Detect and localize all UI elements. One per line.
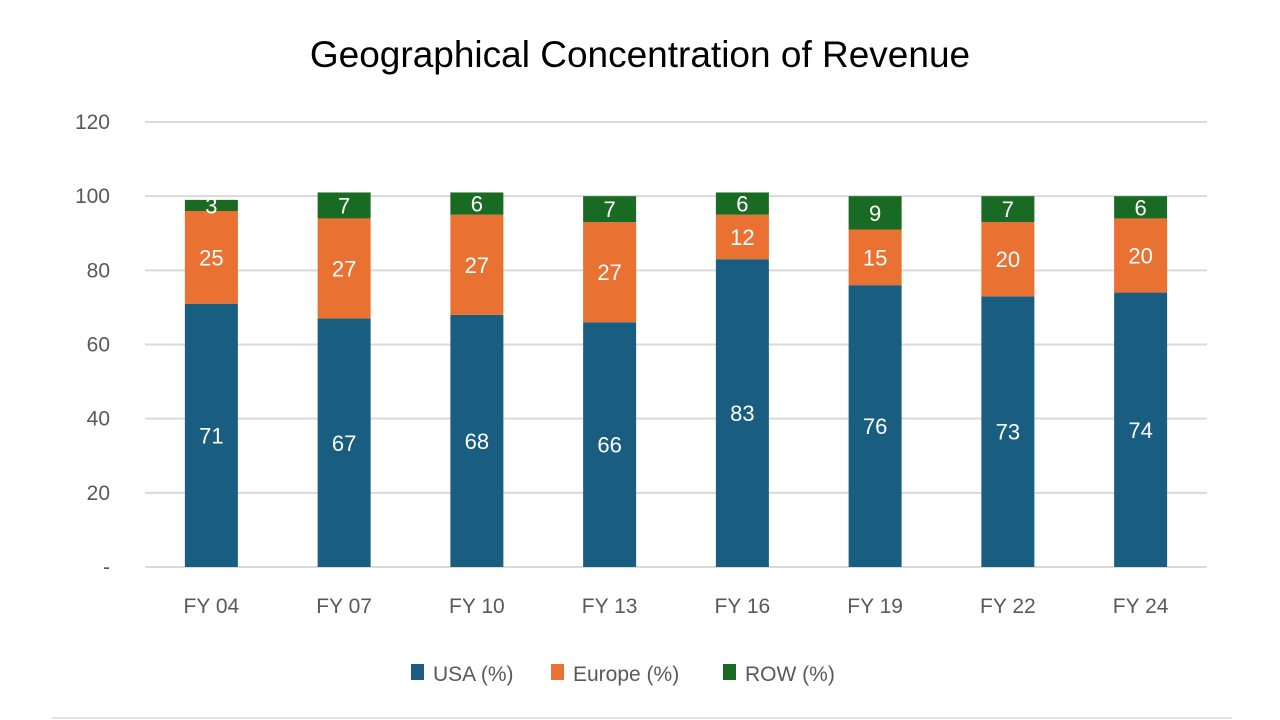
bar-segment [848,196,902,230]
y-tick-label: 20 [87,482,110,505]
data-label: 74 [1128,418,1152,443]
data-label: 73 [996,420,1020,445]
bar-segment [715,214,769,260]
x-tick-label: FY 22 [980,595,1036,618]
bar-segment [715,259,769,567]
data-label: 27 [597,260,621,285]
y-tick-label: 60 [87,334,110,357]
data-label: 71 [199,423,223,448]
data-label: 12 [730,225,754,250]
data-label: 6 [471,192,483,217]
data-label: 66 [597,433,621,458]
data-label: 83 [730,401,754,426]
bar-segment [1114,196,1168,219]
data-label: 20 [996,247,1020,272]
bar-segment [450,214,504,315]
legend-label: USA (%) [433,663,514,686]
legend-swatch [723,664,736,680]
data-label: 20 [1128,244,1152,269]
bar-segment [317,192,371,219]
data-label: 27 [465,253,489,278]
x-tick-label: FY 19 [847,595,903,618]
x-tick-label: FY 04 [184,595,240,618]
bar-segment [450,192,504,215]
divider [52,717,1232,719]
data-label: 3 [205,193,217,218]
bar-segment [848,285,902,567]
y-tick-label: 120 [75,111,110,134]
bar-segment [715,192,769,215]
x-tick-label: FY 10 [449,595,505,618]
data-label: 7 [604,197,616,222]
data-label: 67 [332,431,356,456]
x-tick-label: FY 16 [715,595,771,618]
bar-segment [317,318,371,567]
data-label: 6 [1135,195,1147,220]
y-tick-label: - [103,556,110,579]
bar-segment [981,222,1035,297]
bar-segment [1114,292,1168,567]
legend-label: ROW (%) [745,663,835,686]
legend-swatch [411,664,424,680]
y-tick-label: 80 [87,259,110,282]
x-tick-label: FY 13 [582,595,638,618]
bar-segment [184,211,238,304]
bar-segment [317,218,371,319]
data-label: 6 [736,192,748,217]
data-label: 15 [863,245,887,270]
bar-segment [1114,218,1168,293]
data-label: 27 [332,256,356,281]
y-tick-label: 100 [75,185,110,208]
chart-title: Geographical Concentration of Revenue [309,34,971,75]
bar-segment [184,199,238,211]
bar-segment [184,303,238,567]
bar-segment [981,196,1035,223]
x-tick-label: FY 24 [1113,595,1169,618]
bar-segment [450,314,504,567]
x-tick-label: FY 07 [316,595,372,618]
data-label: 7 [1002,197,1014,222]
legend-label: Europe (%) [573,663,679,686]
legend-swatch [551,664,564,680]
bar-segment [583,196,637,223]
bar-segment [583,222,637,323]
data-label: 76 [863,414,887,439]
bar-segment [848,229,902,286]
data-label: 25 [199,245,223,270]
bar-segment [981,296,1035,567]
data-label: 9 [869,201,881,226]
data-label: 68 [465,429,489,454]
data-label: 7 [338,193,350,218]
y-tick-label: 40 [87,408,110,431]
bar-segment [583,322,637,567]
